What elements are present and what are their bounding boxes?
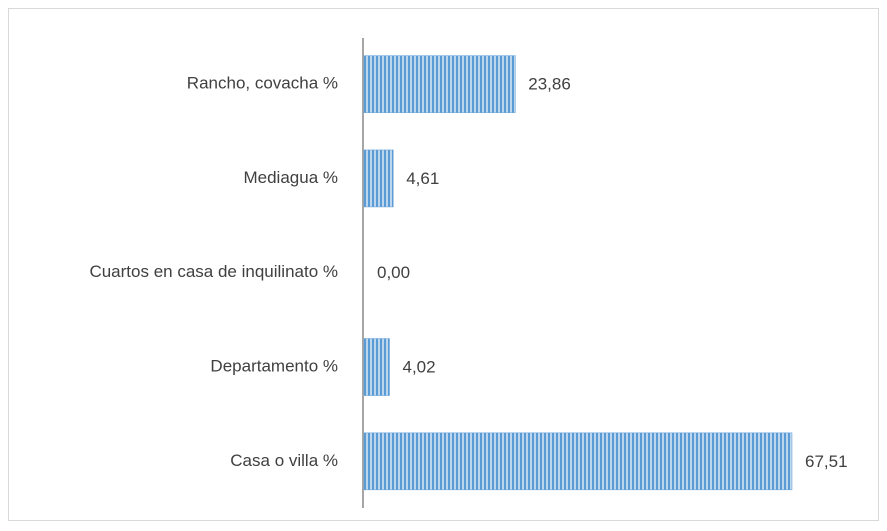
data-label: 4,61	[406, 169, 439, 188]
data-label: 23,86	[528, 75, 571, 94]
bar	[363, 149, 394, 208]
category-label: Mediagua %	[243, 168, 338, 187]
category-label: Rancho, covacha %	[187, 74, 338, 93]
category-label: Casa o villa %	[230, 451, 338, 470]
bar	[363, 338, 390, 396]
category-label: Departamento %	[210, 357, 338, 376]
bar	[363, 55, 516, 113]
category-label: Cuartos en casa de inquilinato %	[89, 262, 338, 281]
data-label: 0,00	[377, 263, 410, 282]
data-label: 67,51	[805, 452, 848, 471]
bar	[363, 432, 793, 491]
data-label: 4,02	[402, 358, 435, 377]
